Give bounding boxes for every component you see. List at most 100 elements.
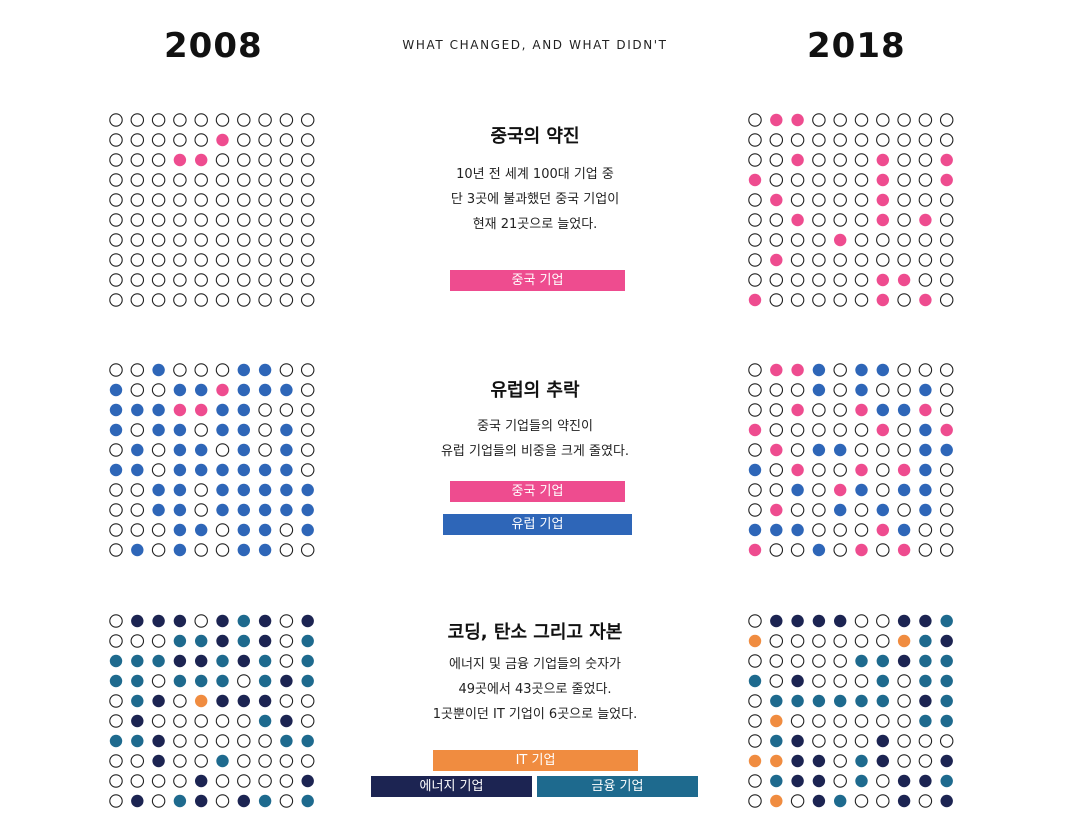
empty-dot: [748, 133, 762, 147]
filled-dot: [216, 403, 229, 417]
filled-dot: [919, 423, 932, 437]
empty-dot: [151, 774, 166, 788]
empty-dot: [130, 213, 145, 227]
empty-dot: [769, 483, 784, 497]
filled-dot: [258, 363, 272, 377]
empty-dot: [109, 634, 123, 648]
empty-dot: [812, 173, 826, 187]
empty-dot: [194, 714, 208, 728]
filled-dot: [173, 523, 187, 537]
empty-dot: [939, 133, 954, 147]
empty-dot: [151, 293, 166, 307]
empty-dot: [833, 293, 847, 307]
empty-dot: [130, 523, 145, 537]
filled-dot: [855, 754, 868, 768]
empty-dot: [130, 293, 145, 307]
empty-dot: [812, 483, 826, 497]
empty-dot: [897, 383, 911, 397]
empty-dot: [854, 614, 869, 628]
empty-dot: [876, 714, 890, 728]
empty-dot: [939, 253, 954, 267]
empty-dot: [918, 133, 933, 147]
filled-dot: [919, 774, 932, 788]
grid-2018-china: [748, 113, 954, 307]
empty-dot: [130, 173, 145, 187]
filled-dot: [109, 654, 123, 668]
empty-dot: [109, 133, 123, 147]
filled-dot: [280, 503, 293, 517]
filled-dot: [258, 714, 272, 728]
filled-dot: [791, 734, 804, 748]
empty-dot: [215, 714, 230, 728]
filled-dot: [237, 423, 250, 437]
empty-dot: [897, 113, 911, 127]
filled-dot: [280, 714, 293, 728]
empty-dot: [194, 133, 208, 147]
filled-dot: [131, 794, 144, 808]
filled-dot: [109, 674, 123, 688]
body-line: 49곳에서 43곳으로 줄었다.: [458, 682, 612, 697]
empty-dot: [173, 173, 187, 187]
empty-dot: [854, 253, 869, 267]
empty-dot: [748, 443, 762, 457]
empty-dot: [812, 293, 826, 307]
filled-dot: [195, 523, 208, 537]
filled-dot: [876, 173, 889, 187]
empty-dot: [279, 233, 294, 247]
filled-dot: [897, 794, 911, 808]
filled-dot: [812, 774, 826, 788]
empty-dot: [939, 213, 954, 227]
empty-dot: [769, 273, 784, 287]
empty-dot: [300, 113, 315, 127]
filled-dot: [855, 383, 868, 397]
empty-dot: [258, 233, 272, 247]
filled-dot: [748, 463, 762, 477]
filled-dot: [258, 674, 272, 688]
grid-2008-sectors: [109, 614, 315, 808]
empty-dot: [918, 253, 933, 267]
filled-dot: [195, 694, 208, 708]
empty-dot: [279, 614, 294, 628]
filled-dot: [791, 754, 804, 768]
filled-dot: [173, 403, 187, 417]
empty-dot: [854, 503, 869, 517]
filled-dot: [919, 463, 932, 477]
empty-dot: [918, 543, 933, 557]
empty-dot: [833, 774, 847, 788]
filled-dot: [897, 463, 911, 477]
filled-dot: [876, 153, 889, 167]
empty-dot: [215, 363, 230, 377]
filled-dot: [770, 503, 783, 517]
filled-dot: [237, 403, 250, 417]
empty-dot: [833, 173, 847, 187]
filled-dot: [131, 443, 144, 457]
empty-dot: [215, 233, 230, 247]
filled-dot: [301, 674, 314, 688]
filled-dot: [258, 483, 272, 497]
filled-dot: [812, 614, 826, 628]
empty-dot: [854, 674, 869, 688]
empty-dot: [876, 774, 890, 788]
empty-dot: [279, 133, 294, 147]
empty-dot: [109, 714, 123, 728]
filled-dot: [791, 483, 804, 497]
empty-dot: [109, 213, 123, 227]
empty-dot: [769, 463, 784, 477]
empty-dot: [130, 233, 145, 247]
empty-dot: [812, 273, 826, 287]
empty-dot: [876, 614, 890, 628]
empty-dot: [790, 543, 805, 557]
filled-dot: [897, 543, 911, 557]
empty-dot: [939, 113, 954, 127]
empty-dot: [833, 383, 847, 397]
empty-dot: [109, 293, 123, 307]
empty-dot: [151, 153, 166, 167]
empty-dot: [300, 133, 315, 147]
filled-dot: [855, 463, 868, 477]
empty-dot: [258, 403, 272, 417]
filled-dot: [152, 363, 165, 377]
filled-dot: [131, 674, 144, 688]
empty-dot: [109, 503, 123, 517]
empty-dot: [300, 403, 315, 417]
filled-dot: [812, 443, 826, 457]
